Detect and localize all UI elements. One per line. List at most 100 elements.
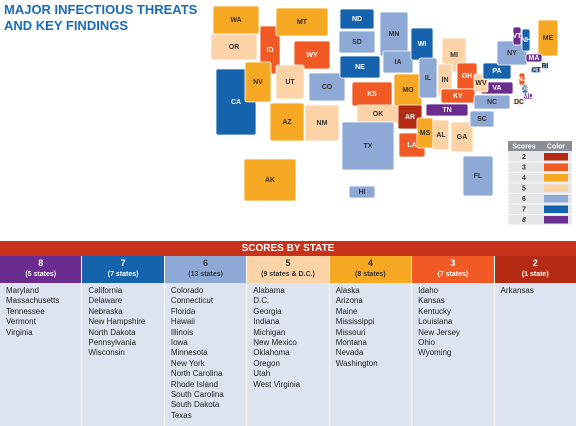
state-name: North Dakota (88, 327, 136, 337)
state-name: Illinois (170, 327, 194, 337)
column-header: 6 (13 states) (164, 256, 247, 283)
state-name: Georgia (253, 306, 282, 316)
state-label: MT (297, 19, 308, 26)
state-label: ME (543, 35, 554, 42)
state-shape (473, 94, 511, 110)
state-label: AR (405, 114, 415, 121)
legend-score: 2 (522, 154, 526, 161)
state-label: AL (436, 132, 446, 139)
state-shape (275, 7, 329, 37)
column-header: 7 (7 states) (82, 256, 164, 283)
state-name: Alaska (335, 286, 360, 295)
column-body: Maryland Massachusetts Tennessee Vermont Vir… (0, 283, 82, 426)
legend-score: 5 (522, 186, 526, 193)
state-name: Minnesota (170, 348, 208, 358)
state-shape (530, 66, 542, 74)
legend-swatch (544, 184, 568, 192)
state-label: MO (402, 87, 414, 94)
state-name: Louisiana (418, 317, 453, 327)
state-label: RI (542, 63, 549, 70)
column-body: Colorado Connecticut Florida Hawaii Illinois… (164, 283, 247, 426)
state-label: DE (520, 86, 530, 93)
legend-header (508, 141, 572, 152)
legend-score: 8 (522, 217, 526, 224)
state-shape (432, 119, 450, 151)
state-name: Indiana (253, 317, 280, 327)
state-shape (348, 185, 376, 199)
state-name: Arkansas (500, 286, 534, 295)
state-shape (339, 55, 381, 79)
score-column: 2 (1 state) Arkansas (494, 256, 576, 426)
state-label: OK (373, 111, 384, 118)
column-count: (1 state) (521, 271, 549, 278)
legend-header-text: Scores (512, 144, 535, 151)
state-name: Maryland (6, 286, 39, 295)
table-banner: SCORES BY STATE (0, 241, 576, 256)
column-score: 2 (532, 258, 538, 268)
state-name: New Hampshire (88, 317, 146, 327)
state-label: VA (492, 85, 501, 92)
state-name: Colorado (170, 286, 204, 295)
legend-row (507, 214, 573, 226)
state-label: KS (367, 91, 377, 98)
column-header: 3 (7 states) (412, 256, 494, 283)
state-name: Delaware (88, 296, 123, 306)
state-shape (397, 104, 423, 130)
score-column: 3 (7 states) Idaho Kansas Kentucky Louisiana N… (412, 256, 495, 426)
column-header: 4 (8 states) (329, 256, 412, 283)
state-shape (341, 121, 395, 171)
state-name: Alabama (253, 286, 285, 295)
state-shape (469, 110, 495, 128)
state-name: Oregon (253, 358, 280, 368)
state-shape (293, 40, 331, 70)
state-label: IL (425, 75, 432, 82)
legend-swatch (544, 195, 568, 203)
state-shape (338, 30, 376, 54)
state-label: ID (267, 47, 274, 54)
column-body: Idaho Kansas Kentucky Louisiana New Jersey Oh… (412, 283, 494, 426)
state-label: TN (442, 107, 451, 114)
state-name: Texas (170, 410, 192, 420)
state-label: NH (521, 37, 531, 44)
state-label: PA (492, 68, 501, 75)
state-label: CO (322, 84, 333, 91)
score-column: 4 (8 states) Alaska Arizona Maine Mississippi… (329, 256, 413, 426)
state-name: Montana (335, 338, 367, 348)
state-name: South Dakota (170, 400, 220, 410)
state-name: Kentucky (418, 306, 452, 316)
state-label: OH (462, 73, 473, 80)
state-shape (525, 53, 543, 63)
state-label: KY (453, 93, 463, 100)
state-name: Nebraska (88, 306, 123, 316)
state-name: Maine (335, 306, 358, 316)
state-label: VT (513, 33, 523, 40)
state-label: SD (352, 39, 362, 46)
state-shape (541, 62, 549, 70)
state-name: Wyoming (418, 348, 452, 358)
legend-swatch (544, 174, 568, 182)
state-shape (243, 158, 297, 202)
legend-score: 3 (522, 165, 526, 172)
state-shape (382, 50, 414, 74)
state-shape (269, 102, 305, 142)
state-label: WV (475, 80, 487, 87)
state-name: Washington (335, 358, 378, 368)
title: MAJOR INFECTIOUS THREATS AND KEY FINDINGS (4, 2, 197, 34)
title-line: AND KEY FINDINGS (4, 18, 128, 33)
state-label: WA (230, 17, 241, 24)
state-shape (339, 8, 375, 30)
score-column: 5 (9 states & D.C.) Alabama D.C. Georgia Indi… (247, 256, 330, 426)
state-label: MA (529, 55, 540, 62)
score-column: 8 (5 states) Maryland Massachusetts Tennesse… (0, 256, 83, 426)
state-label: NM (317, 120, 328, 127)
state-name: Oklahoma (253, 348, 290, 358)
state-name: Vermont (6, 317, 36, 327)
state-shape (521, 28, 531, 52)
state-label: LA (407, 142, 416, 149)
state-name: Pennsylvania (88, 338, 137, 348)
state-name: Massachusetts (6, 296, 60, 306)
column-count: (13 states) (188, 271, 223, 278)
legend-score: 7 (522, 207, 526, 214)
state-label: MS (420, 130, 431, 137)
